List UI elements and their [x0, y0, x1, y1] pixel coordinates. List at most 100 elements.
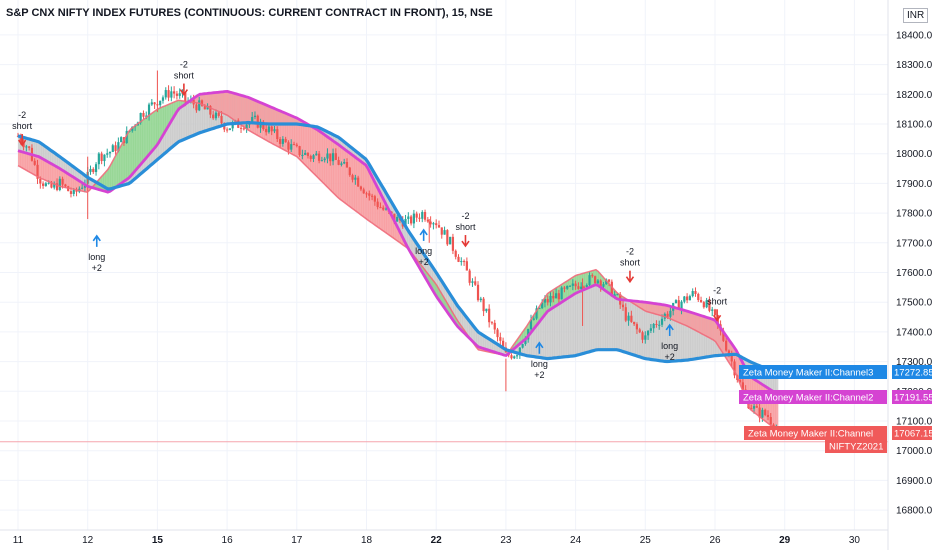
candle-body [290, 144, 293, 150]
candle-body [513, 356, 516, 359]
candle-body [226, 129, 229, 131]
candle-body [750, 408, 753, 410]
fill-gray [614, 296, 618, 350]
fill-trend [232, 92, 236, 121]
fill-gray [639, 301, 643, 358]
fill-gray [664, 304, 668, 362]
candle-body [713, 309, 717, 316]
fill-trend [736, 350, 740, 381]
candle-body [479, 298, 482, 301]
fill-gray [153, 146, 157, 163]
candle-body [462, 261, 466, 263]
signal-value: -2 [626, 247, 634, 257]
series-value: 17191.55 [894, 393, 932, 404]
candle-body [605, 279, 608, 285]
candle-body [638, 329, 641, 333]
y-tick-label: 17300.00 [896, 357, 932, 368]
candle-body [468, 270, 471, 283]
candle-body [22, 142, 25, 148]
candle-body [563, 287, 566, 289]
candle-body [412, 213, 415, 224]
fill-trend [149, 113, 153, 155]
fill-trend [568, 278, 572, 299]
y-tick-label: 18200.00 [896, 90, 932, 101]
fill-trend [209, 92, 212, 109]
candle-body [666, 313, 669, 317]
fill-gray [637, 301, 641, 357]
candle-body [33, 160, 36, 165]
fill-trend [379, 191, 383, 230]
candle-body [231, 122, 234, 129]
candle-body [580, 286, 583, 289]
candle-body [354, 177, 357, 180]
fill-gray [531, 329, 535, 357]
candle-body [365, 193, 368, 195]
channel2-line [17, 89, 779, 396]
candle-body [644, 335, 647, 340]
fill-trend [361, 161, 364, 217]
candle-body [435, 223, 438, 226]
candle-body [167, 90, 170, 98]
fill-trend [291, 115, 295, 156]
fill-trend [110, 161, 113, 192]
candle-body [674, 300, 678, 304]
fill-trend [151, 111, 155, 152]
candle-body [702, 302, 705, 308]
candle-body [114, 145, 117, 152]
candle-body [725, 340, 728, 351]
candle-body [69, 191, 73, 194]
candle-body [521, 344, 524, 348]
x-tick-label: 12 [82, 535, 94, 546]
candle-body [699, 300, 703, 303]
candle-body [345, 162, 349, 168]
fill-gray [644, 302, 648, 359]
fill-gray [653, 303, 657, 361]
fill-trend [641, 301, 645, 311]
fill-trend [687, 311, 691, 328]
fill-trend [572, 275, 576, 296]
fill-trend [165, 104, 169, 132]
chart-title: S&P CNX NIFTY INDEX FUTURES (CONTINUOUS:… [6, 7, 493, 19]
candle-body [178, 93, 181, 96]
series-name: Zeta Money Maker II:Channel [748, 429, 873, 440]
fill-trend [112, 157, 116, 190]
candle-body [482, 298, 485, 312]
candle-body [404, 219, 407, 227]
candle-body [329, 153, 332, 162]
fill-gray [561, 300, 565, 358]
y-tick-label: 17500.00 [896, 298, 932, 309]
fill-trend [706, 317, 710, 338]
fill-gray [163, 131, 166, 155]
time-axis[interactable]: 11 12 15 16 17 18 22 23 24 25 26 29 30 [0, 529, 888, 546]
fill-gray [41, 143, 44, 160]
candle-body [418, 217, 421, 219]
fill-gray [47, 148, 51, 164]
candle-body [691, 291, 694, 297]
candle-body [61, 178, 64, 185]
candle-body [552, 295, 555, 299]
fill-trend [70, 175, 74, 190]
channel-fills [18, 91, 779, 431]
candle-body [164, 90, 167, 98]
candle-body [686, 296, 689, 301]
fill-trend [653, 303, 657, 315]
fill-gray [186, 101, 189, 139]
candle-body [471, 281, 474, 283]
x-tick-label: 23 [500, 535, 512, 546]
fill-gray [611, 295, 615, 350]
candle-body [766, 414, 770, 418]
price-axis[interactable]: 18400.00 18300.00 18200.00 18100.00 18000.00… [887, 0, 932, 550]
candle-body [203, 105, 206, 110]
fill-gray [658, 304, 661, 361]
signal-value: +2 [92, 263, 102, 273]
fill-trend [713, 319, 717, 342]
series-value: 17272.85 [894, 368, 932, 379]
candle-body [730, 355, 733, 362]
fill-trend [22, 152, 26, 170]
candle-body [474, 281, 477, 285]
short-arrowhead-icon [18, 139, 27, 147]
fill-trend [18, 150, 21, 167]
candle-body [476, 284, 480, 301]
candle-body [669, 310, 672, 317]
